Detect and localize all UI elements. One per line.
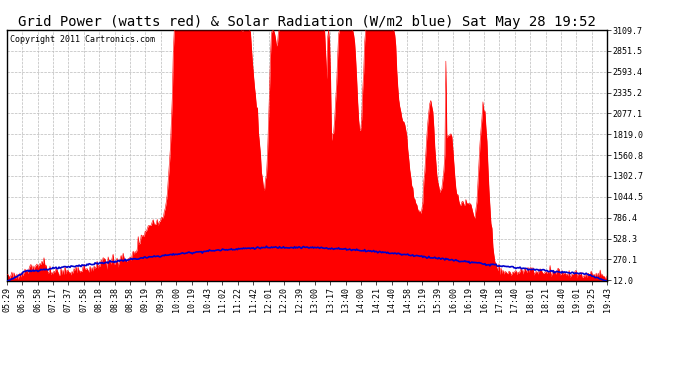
Text: Copyright 2011 Cartronics.com: Copyright 2011 Cartronics.com	[10, 35, 155, 44]
Title: Grid Power (watts red) & Solar Radiation (W/m2 blue) Sat May 28 19:52: Grid Power (watts red) & Solar Radiation…	[18, 15, 596, 29]
